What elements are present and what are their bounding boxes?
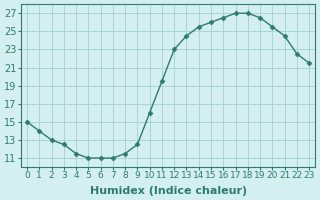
X-axis label: Humidex (Indice chaleur): Humidex (Indice chaleur) (90, 186, 247, 196)
